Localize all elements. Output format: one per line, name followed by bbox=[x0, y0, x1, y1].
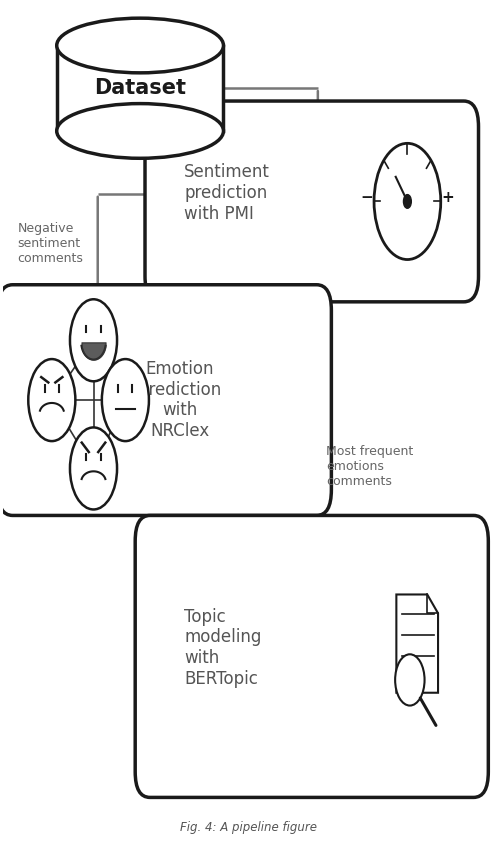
Circle shape bbox=[403, 194, 411, 208]
FancyBboxPatch shape bbox=[0, 285, 331, 515]
Ellipse shape bbox=[57, 18, 224, 73]
Text: −: − bbox=[360, 190, 373, 205]
Text: Most frequent
emotions
comments: Most frequent emotions comments bbox=[326, 445, 414, 488]
Ellipse shape bbox=[57, 103, 224, 158]
Circle shape bbox=[70, 299, 117, 381]
Circle shape bbox=[70, 427, 117, 509]
Circle shape bbox=[28, 359, 75, 441]
FancyBboxPatch shape bbox=[135, 515, 489, 797]
Text: Dataset: Dataset bbox=[94, 78, 186, 98]
Text: Negative
sentiment
comments: Negative sentiment comments bbox=[17, 222, 83, 265]
Text: Topic
modeling
with
BERTopic: Topic modeling with BERTopic bbox=[184, 608, 261, 688]
Circle shape bbox=[395, 654, 425, 705]
Circle shape bbox=[374, 144, 441, 260]
Circle shape bbox=[102, 359, 149, 441]
Text: Fig. 4: A pipeline figure: Fig. 4: A pipeline figure bbox=[180, 820, 316, 834]
Text: Sentiment
prediction
with PMI: Sentiment prediction with PMI bbox=[184, 163, 270, 223]
Text: Emotion
prediction
with
NRClex: Emotion prediction with NRClex bbox=[138, 359, 221, 440]
Polygon shape bbox=[396, 594, 438, 693]
FancyBboxPatch shape bbox=[145, 101, 479, 302]
Bar bbox=[57, 46, 224, 131]
Text: +: + bbox=[442, 190, 454, 205]
